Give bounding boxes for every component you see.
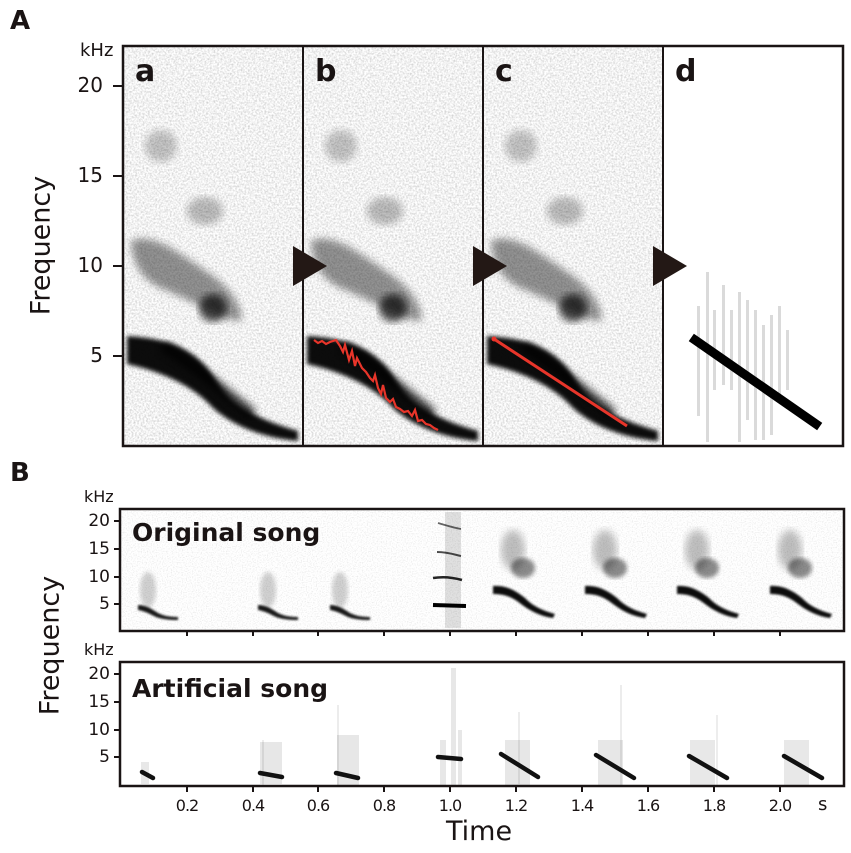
xtick-1.0: 1.0	[438, 796, 462, 815]
peak-trace-b	[313, 338, 439, 431]
panel-a-ytick-15: 15	[77, 163, 103, 187]
step-arrows	[293, 246, 687, 286]
panel-a-label: A	[10, 6, 31, 36]
artificial-ytick-5: 5	[99, 747, 110, 767]
original-ytick-10: 10	[88, 567, 110, 587]
original-song-spectrogram	[120, 509, 844, 631]
xtick-1.4: 1.4	[570, 796, 594, 815]
artificial-ytick-20: 20	[88, 664, 110, 684]
x-axis-title: Time	[446, 816, 513, 847]
subpanel-b-label: b	[315, 54, 337, 89]
panel-b-label: B	[10, 458, 30, 488]
subpanel-a-label: a	[135, 54, 156, 89]
artificial-y-unit: kHz	[84, 640, 114, 659]
subpanel-c-label: c	[495, 54, 513, 89]
artificial-ytick-10: 10	[88, 720, 110, 740]
panel-a-spectrograms	[123, 46, 843, 446]
original-song-frame	[118, 507, 846, 633]
original-ytick-20: 20	[88, 511, 110, 531]
artificial-song-title: Artificial song	[132, 674, 329, 703]
arrow-icon	[473, 246, 507, 286]
artificial-song-spectrogram	[139, 668, 825, 785]
linear-fit-c	[493, 337, 628, 428]
artificial-song-frame	[118, 660, 846, 788]
original-y-unit: kHz	[84, 487, 114, 506]
xtick-1.8: 1.8	[702, 796, 726, 815]
xtick-0.4: 0.4	[241, 796, 265, 815]
xtick-0.6: 0.6	[306, 796, 330, 815]
panel-a-ytick-10: 10	[77, 253, 103, 277]
panel-a-ytick-20: 20	[77, 73, 103, 97]
xtick-0.2: 0.2	[175, 796, 199, 815]
panel-b-y-title: Frequency	[34, 575, 66, 716]
xtick-2.0: 2.0	[768, 796, 792, 815]
arrow-icon	[653, 246, 687, 286]
x-unit: s	[818, 794, 828, 815]
subpanel-d-label: d	[675, 54, 697, 89]
original-song-title: Original song	[132, 518, 321, 547]
synth-note-d	[663, 46, 843, 446]
panel-a-ytick-5: 5	[90, 343, 103, 367]
xtick-1.2: 1.2	[504, 796, 528, 815]
xtick-0.8: 0.8	[372, 796, 396, 815]
xtick-1.6: 1.6	[636, 796, 660, 815]
synth-notes	[139, 751, 825, 781]
panel-a-y-unit: kHz	[80, 40, 114, 61]
arrow-icon	[293, 246, 327, 286]
artificial-ytick-15: 15	[88, 692, 110, 712]
original-ytick-15: 15	[88, 539, 110, 559]
original-ytick-5: 5	[99, 594, 110, 614]
